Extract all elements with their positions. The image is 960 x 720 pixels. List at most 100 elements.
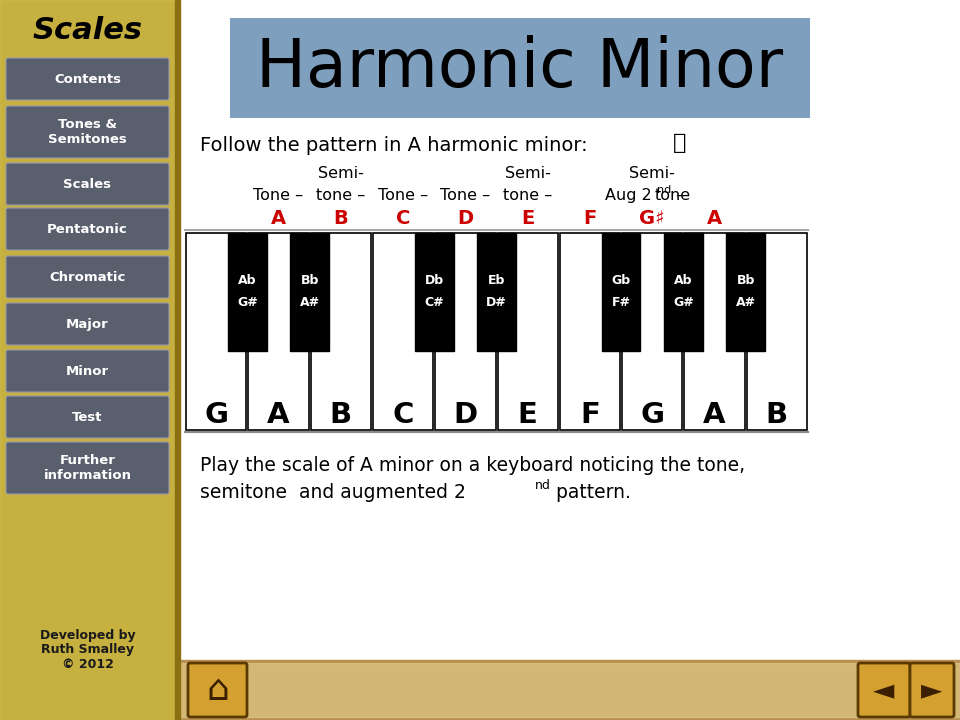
Text: A: A [707, 209, 722, 228]
Text: Scales: Scales [63, 178, 111, 191]
Text: A: A [271, 209, 286, 228]
Bar [684, 233, 745, 430]
Bar [249, 233, 308, 430]
FancyBboxPatch shape [188, 663, 247, 717]
Text: tone: tone [654, 187, 690, 202]
FancyBboxPatch shape [6, 208, 169, 250]
Text: E: E [521, 209, 535, 228]
FancyBboxPatch shape [6, 350, 169, 392]
Text: tone –: tone – [503, 187, 552, 202]
FancyBboxPatch shape [6, 396, 169, 438]
Bar [747, 233, 807, 430]
Text: Further
information: Further information [43, 454, 132, 482]
Bar [0, 0, 175, 720]
Text: pattern.: pattern. [550, 482, 631, 502]
Text: Tones &
Semitones: Tones & Semitones [48, 118, 127, 146]
Text: B: B [333, 209, 348, 228]
Text: E: E [517, 401, 538, 429]
FancyBboxPatch shape [6, 106, 169, 158]
Bar [664, 233, 703, 351]
Bar [180, 660, 960, 720]
Text: ⌂: ⌂ [206, 673, 228, 707]
Text: A: A [267, 401, 290, 429]
Text: Minor: Minor [66, 364, 109, 377]
Bar [228, 233, 267, 351]
Text: Pentatonic: Pentatonic [47, 222, 128, 235]
Text: Test: Test [72, 410, 103, 423]
FancyBboxPatch shape [6, 442, 169, 494]
Bar [180, 663, 960, 717]
Text: B: B [329, 401, 351, 429]
Text: Play the scale of A minor on a keyboard noticing the tone,: Play the scale of A minor on a keyboard … [200, 456, 745, 474]
Bar [477, 233, 516, 351]
Bar [230, 18, 810, 118]
FancyBboxPatch shape [858, 663, 910, 717]
Text: G: G [204, 401, 228, 429]
Bar [602, 233, 640, 351]
Text: C: C [396, 209, 410, 228]
Text: Contents: Contents [54, 73, 121, 86]
Bar [560, 233, 620, 430]
Text: C#: C# [424, 296, 444, 309]
FancyBboxPatch shape [6, 58, 169, 100]
Text: Follow the pattern in A harmonic minor:: Follow the pattern in A harmonic minor: [200, 135, 588, 155]
Text: Gb: Gb [612, 274, 631, 287]
Text: G♯: G♯ [639, 209, 665, 228]
Text: D: D [453, 401, 477, 429]
Text: Major: Major [66, 318, 108, 330]
Bar [497, 233, 558, 430]
Text: Semi-: Semi- [505, 166, 551, 181]
Bar [290, 233, 329, 351]
Text: semitone  and augmented 2: semitone and augmented 2 [200, 482, 466, 502]
Text: G#: G# [237, 296, 257, 309]
Bar [372, 233, 433, 430]
Text: Tone –: Tone – [441, 187, 491, 202]
FancyBboxPatch shape [6, 163, 169, 205]
Text: ►: ► [922, 676, 943, 704]
Text: Semi-: Semi- [318, 166, 364, 181]
Text: Tone –: Tone – [253, 187, 303, 202]
Text: G#: G# [673, 296, 694, 309]
Bar [0, 0, 175, 720]
Text: Chromatic: Chromatic [49, 271, 126, 284]
Bar [186, 233, 247, 430]
Text: Aug 2: Aug 2 [605, 187, 652, 202]
Text: F#: F# [612, 296, 631, 309]
Text: Tone –: Tone – [378, 187, 428, 202]
Text: C: C [393, 401, 414, 429]
FancyBboxPatch shape [910, 663, 954, 717]
Text: Db: Db [424, 274, 444, 287]
FancyBboxPatch shape [6, 303, 169, 345]
Bar [180, 0, 960, 720]
Bar [175, 0, 180, 720]
Text: Harmonic Minor: Harmonic Minor [256, 35, 783, 101]
Text: G: G [640, 401, 664, 429]
Text: Ab: Ab [238, 274, 256, 287]
Text: nd: nd [535, 479, 551, 492]
Text: Bb: Bb [736, 274, 755, 287]
Text: B: B [766, 401, 788, 429]
Bar [415, 233, 453, 351]
Text: 🔊: 🔊 [673, 133, 686, 153]
Text: –: – [671, 187, 684, 202]
Text: A#: A# [300, 296, 320, 309]
Text: tone –: tone – [316, 187, 366, 202]
Bar [311, 233, 371, 430]
Bar [622, 233, 683, 430]
Text: Bb: Bb [300, 274, 319, 287]
Text: F: F [580, 401, 600, 429]
Text: A#: A# [735, 296, 756, 309]
Text: F: F [584, 209, 596, 228]
Bar [435, 233, 495, 430]
Text: ◄: ◄ [874, 676, 895, 704]
Text: Ab: Ab [674, 274, 693, 287]
Text: D#: D# [486, 296, 507, 309]
Text: A: A [704, 401, 726, 429]
Text: D: D [457, 209, 473, 228]
Text: Semi-: Semi- [630, 166, 675, 181]
FancyBboxPatch shape [6, 256, 169, 298]
Bar [727, 233, 765, 351]
Text: Eb: Eb [488, 274, 505, 287]
Text: Developed by
Ruth Smalley
© 2012: Developed by Ruth Smalley © 2012 [39, 629, 135, 672]
Text: Scales: Scales [33, 16, 142, 45]
